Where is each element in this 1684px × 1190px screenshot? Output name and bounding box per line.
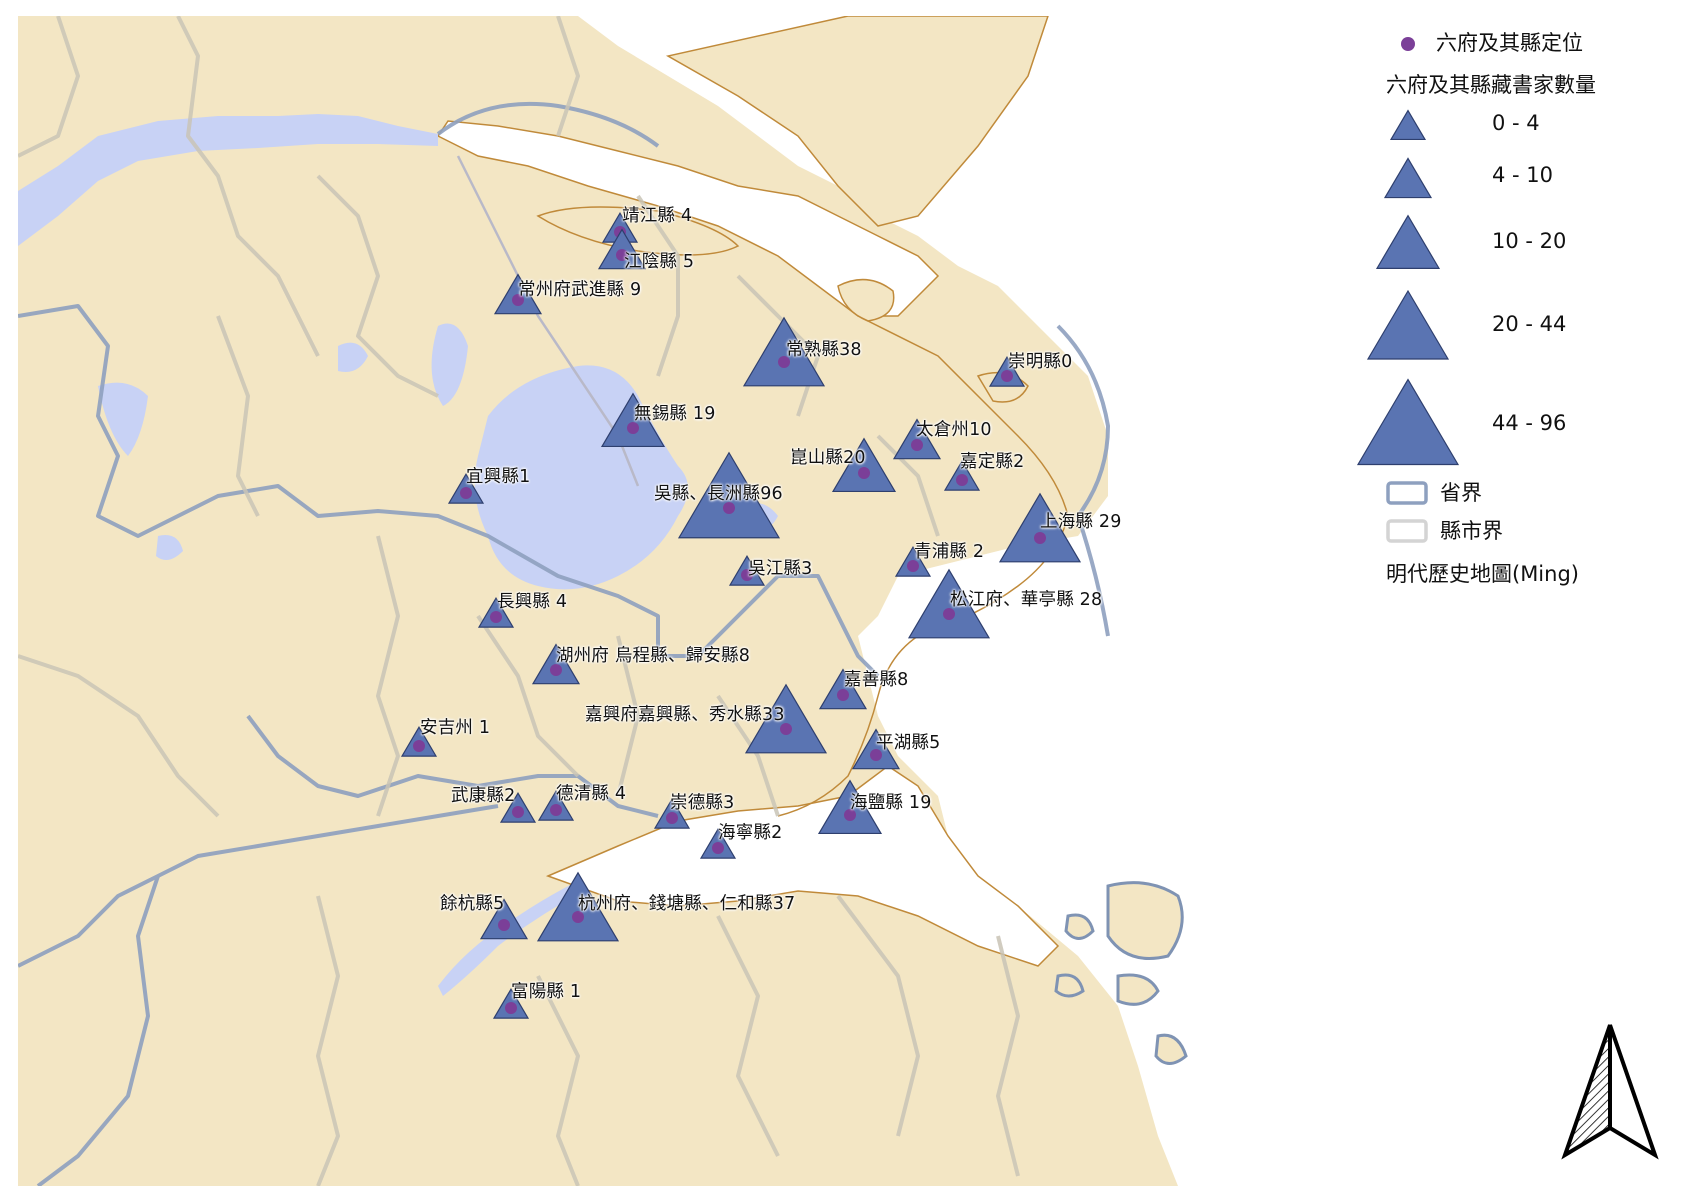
collector-count-triangle-changshu xyxy=(742,316,826,387)
place-label-changxing: 長興縣 4 xyxy=(497,592,568,612)
legend-class-4: 20 - 44 xyxy=(1492,312,1567,336)
county-point-chongde xyxy=(666,812,678,824)
county-point-wujiang xyxy=(741,569,753,581)
legend-point-layer-title: 六府及其縣定位 xyxy=(1436,31,1583,55)
map-frame xyxy=(18,16,1190,1186)
legend-basemap-label: 明代歷史地圖(Ming) xyxy=(1386,562,1579,586)
place-label-jingjiang: 靖江縣 4 xyxy=(622,206,693,226)
county-point-pinghu xyxy=(870,749,882,761)
county-point-chongming xyxy=(1001,370,1013,382)
county-point-fuyang xyxy=(505,1002,517,1014)
legend-province-swatch xyxy=(1386,481,1428,505)
county-point-wuxi xyxy=(627,422,639,434)
collector-count-triangle-hangzhou xyxy=(536,871,620,942)
county-point-jiading xyxy=(956,474,968,486)
place-label-yuhang: 餘杭縣5 xyxy=(440,894,505,914)
county-point-shanghai xyxy=(1034,532,1046,544)
legend-county-swatch xyxy=(1386,519,1428,543)
place-label-taicang: 太倉州10 xyxy=(916,420,992,440)
place-label-yixing: 宜興縣1 xyxy=(466,467,531,487)
place-label-qingpu: 青浦縣 2 xyxy=(914,542,985,562)
legend-class-2: 4 - 10 xyxy=(1492,163,1554,187)
basemap xyxy=(18,16,1190,1186)
legend-class-1: 0 - 4 xyxy=(1492,111,1540,135)
collector-count-triangle-jiaxing xyxy=(744,683,828,754)
county-point-kunshan xyxy=(858,467,870,479)
place-label-wu-changzhou: 吳縣、長洲縣96 xyxy=(654,484,783,504)
county-point-taicang xyxy=(911,439,923,451)
place-label-haining: 海寧縣2 xyxy=(718,823,783,843)
county-point-wukang xyxy=(512,806,524,818)
place-label-wujin: 常州府武進縣 9 xyxy=(518,280,642,300)
hangzhou-bay xyxy=(545,765,1060,967)
county-point-qingpu xyxy=(907,560,919,572)
place-label-changshu: 常熟縣38 xyxy=(786,340,862,360)
legend-province-label: 省界 xyxy=(1440,481,1482,505)
county-point-yixing xyxy=(460,487,472,499)
place-label-wuxi: 無錫縣 19 xyxy=(634,404,716,424)
place-label-jiangyin: 江陰縣 5 xyxy=(624,252,695,272)
county-point-hangzhou xyxy=(572,911,584,923)
county-point-changshu xyxy=(778,356,790,368)
county-point-huzhou xyxy=(550,664,562,676)
place-label-kunshan: 崑山縣20 xyxy=(790,448,866,468)
county-point-haining xyxy=(712,842,724,854)
county-point-deqing xyxy=(550,804,562,816)
county-point-wu-changzhou xyxy=(723,502,735,514)
place-label-chongming: 崇明縣0 xyxy=(1008,352,1073,372)
collector-count-triangle-haiyan xyxy=(817,779,883,835)
legend-triangle-class-5 xyxy=(1356,378,1460,466)
place-label-anji: 安吉州 1 xyxy=(420,718,491,738)
north-arrow-icon xyxy=(1561,1024,1659,1160)
place-label-jiading: 嘉定縣2 xyxy=(960,452,1025,472)
county-point-wujin xyxy=(512,294,524,306)
place-label-haiyan: 海鹽縣 19 xyxy=(850,793,932,813)
collector-count-triangle-wu-changzhou xyxy=(677,451,781,539)
county-point-jiashan xyxy=(837,689,849,701)
legend-triangle-class-3 xyxy=(1375,214,1441,269)
collector-count-triangle-wuxi xyxy=(600,392,666,448)
county-point-anji xyxy=(413,740,425,752)
legend-triangle-class-1 xyxy=(1389,109,1427,141)
place-label-hangzhou: 杭州府、錢塘縣、仁和縣37 xyxy=(578,894,796,914)
legend-size-layer-title: 六府及其縣藏書家數量 xyxy=(1386,73,1596,97)
yangtze-estuary xyxy=(436,120,940,317)
legend-county-label: 縣市界 xyxy=(1440,519,1503,543)
collector-count-triangle-songjiang xyxy=(907,568,991,639)
legend-class-3: 10 - 20 xyxy=(1492,229,1567,253)
county-point-haiyan xyxy=(844,809,856,821)
legend-class-5: 44 - 96 xyxy=(1492,411,1567,435)
place-label-jiaxing: 嘉興府嘉興縣、秀水縣33 xyxy=(585,705,785,725)
legend-triangle-class-2 xyxy=(1383,157,1433,199)
county-point-yuhang xyxy=(498,919,510,931)
place-label-jiashan: 嘉善縣8 xyxy=(844,670,909,690)
place-label-songjiang: 松江府、華亭縣 28 xyxy=(950,590,1103,610)
place-label-pinghu: 平湖縣5 xyxy=(876,733,941,753)
place-label-huzhou: 湖州府 烏程縣、歸安縣8 xyxy=(556,646,751,666)
place-label-deqing: 德清縣 4 xyxy=(556,784,627,804)
county-point-jiangyin xyxy=(616,249,628,261)
county-point-jiaxing xyxy=(780,723,792,735)
county-point-songjiang xyxy=(943,608,955,620)
county-point-changxing xyxy=(490,611,502,623)
place-label-shanghai: 上海縣 29 xyxy=(1040,512,1122,532)
legend-point-symbol xyxy=(1401,37,1415,51)
place-label-fuyang: 富陽縣 1 xyxy=(511,982,582,1002)
east-sea xyxy=(578,16,1190,1186)
legend-triangle-class-4 xyxy=(1366,289,1450,360)
place-label-wujiang: 吳江縣3 xyxy=(748,559,813,579)
collector-count-triangle-shanghai xyxy=(998,492,1082,563)
collector-count-triangle-kunshan xyxy=(831,437,897,493)
place-label-wukang: 武康縣2 xyxy=(451,786,516,806)
yangtze-river xyxy=(18,114,438,246)
place-label-chongde: 崇德縣3 xyxy=(670,793,735,813)
